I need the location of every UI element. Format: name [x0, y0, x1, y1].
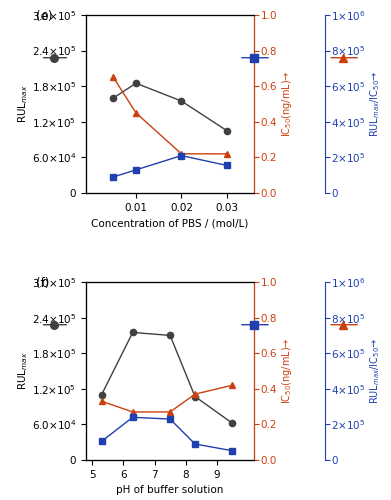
Text: (e): (e)	[36, 10, 52, 22]
Y-axis label: RUL$_{max}$: RUL$_{max}$	[16, 84, 30, 124]
Y-axis label: IC$_{50}$(ng/mL)→: IC$_{50}$(ng/mL)→	[280, 338, 294, 404]
Text: (f): (f)	[36, 276, 49, 289]
Y-axis label: RUL$_{max}$/IC$_{50}$→: RUL$_{max}$/IC$_{50}$→	[369, 338, 382, 404]
X-axis label: pH of buffer solution: pH of buffer solution	[117, 486, 224, 496]
Y-axis label: RUL$_{max}$/IC$_{50}$→: RUL$_{max}$/IC$_{50}$→	[369, 71, 382, 137]
Y-axis label: IC$_{50}$(ng/mL)→: IC$_{50}$(ng/mL)→	[280, 70, 294, 138]
X-axis label: Concentration of PBS / (mol/L): Concentration of PBS / (mol/L)	[91, 218, 249, 228]
Y-axis label: RUL$_{max}$: RUL$_{max}$	[16, 352, 30, 391]
